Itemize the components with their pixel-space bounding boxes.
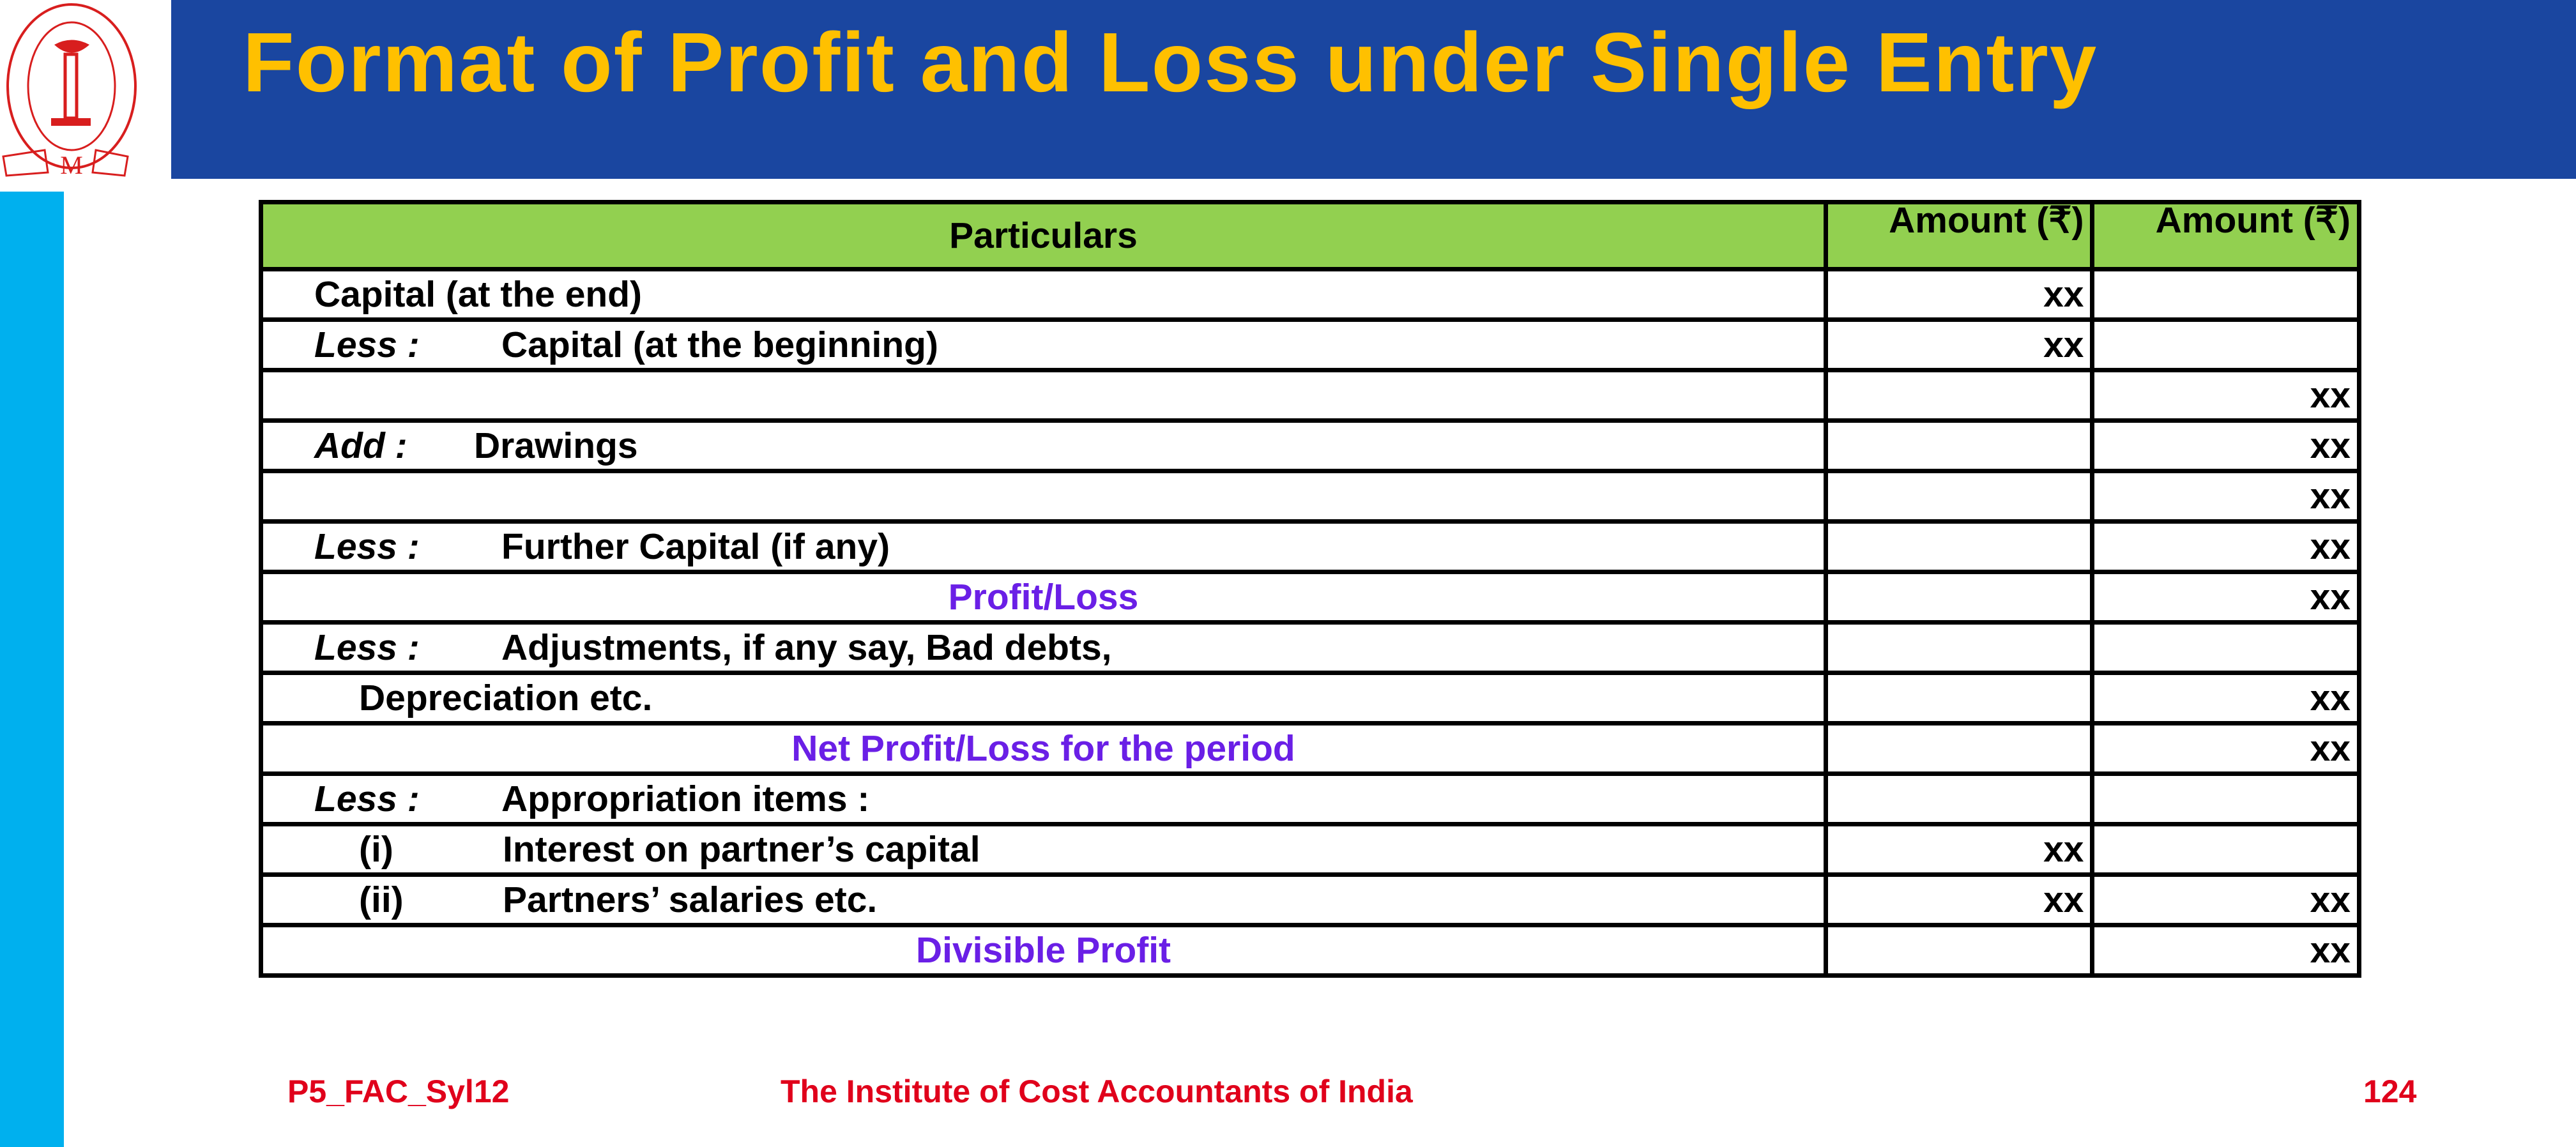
row-prefix: (i) (359, 829, 393, 870)
svg-text:M: M (60, 151, 83, 179)
particulars-cell: Less : Adjustments, if any say, Bad debts… (259, 620, 1828, 675)
amount-cell-2: xx (2090, 418, 2361, 473)
profit-loss-format-table: Particulars Amount (₹) Amount (₹) Capita… (259, 200, 2361, 978)
table-row: Depreciation etc. xx (259, 671, 2361, 725)
page-title: Format of Profit and Loss under Single E… (243, 15, 2098, 109)
particulars-cell: (ii) Partners’ salaries etc. (259, 872, 1828, 927)
amount-cell-2: xx (2090, 671, 2361, 725)
table-row: Less : Capital (at the beginning) xx (259, 317, 2361, 372)
table-row: xx (259, 469, 2361, 524)
table-row: Capital (at the end) xx (259, 267, 2361, 322)
row-text: Interest on partner’s capital (503, 829, 980, 870)
row-prefix: Add : (314, 425, 408, 466)
table-row: Less : Further Capital (if any) xx (259, 519, 2361, 574)
amount-cell-1 (1823, 923, 2095, 978)
footer-institute: The Institute of Cost Accountants of Ind… (781, 1074, 1413, 1109)
particulars-cell: Add : Drawings (259, 418, 1828, 473)
amount-cell-2 (2090, 822, 2361, 877)
particulars-cell: (i) Interest on partner’s capital (259, 822, 1828, 877)
particulars-cell: Divisible Profit (259, 923, 1828, 978)
particulars-cell: Less : Appropriation items : (259, 771, 1828, 826)
particulars-cell: Less : Capital (at the beginning) (259, 317, 1828, 372)
amount-cell-1 (1823, 671, 2095, 725)
table-row: (ii) Partners’ salaries etc. xx xx (259, 872, 2361, 927)
table-header-row: Particulars Amount (₹) Amount (₹) (259, 200, 2361, 271)
particulars-cell: Less : Further Capital (if any) (259, 519, 1828, 574)
table-row: Less : Appropriation items : (259, 771, 2361, 826)
row-prefix: Less : (314, 526, 420, 567)
amount-cell-1 (1823, 771, 2095, 826)
amount-cell-2 (2090, 317, 2361, 372)
amount-cell-1 (1823, 620, 2095, 675)
table-row: Less : Adjustments, if any say, Bad debts… (259, 620, 2361, 675)
amount-cell-2: xx (2090, 570, 2361, 625)
row-prefix: Less : (314, 324, 420, 365)
row-text: Divisible Profit (915, 930, 1171, 971)
row-prefix: (ii) (359, 879, 404, 920)
particulars-cell: Capital (at the end) (259, 267, 1828, 322)
amount-cell-1: xx (1823, 317, 2095, 372)
particulars-cell (259, 368, 1828, 423)
column-header-particulars: Particulars (259, 200, 1828, 271)
table-row: Profit/Loss xx (259, 570, 2361, 625)
row-text: Depreciation etc. (359, 678, 653, 718)
amount-cell-1: xx (1823, 267, 2095, 322)
amount-cell-2: xx (2090, 519, 2361, 574)
amount-cell-1 (1823, 570, 2095, 625)
amount-cell-2: xx (2090, 368, 2361, 423)
table-row: (i) Interest on partner’s capital xx (259, 822, 2361, 877)
row-text: Further Capital (if any) (501, 526, 890, 567)
row-prefix: Less : (314, 779, 420, 819)
row-text: Appropriation items : (501, 779, 870, 819)
amount-cell-2: xx (2090, 469, 2361, 524)
amount-cell-2: xx (2090, 923, 2361, 978)
particulars-cell (259, 469, 1828, 524)
amount-cell-2 (2090, 620, 2361, 675)
amount-cell-1 (1823, 721, 2095, 776)
particulars-cell: Profit/Loss (259, 570, 1828, 625)
row-text: Capital (at the beginning) (501, 324, 938, 365)
amount-cell-2: xx (2090, 872, 2361, 927)
amount-cell-1 (1823, 418, 2095, 473)
row-text: Partners’ salaries etc. (503, 879, 878, 920)
row-text: Adjustments, if any say, Bad debts, (501, 627, 1112, 668)
particulars-cell: Net Profit/Loss for the period (259, 721, 1828, 776)
amount-cell-1 (1823, 469, 2095, 524)
row-text: Profit/Loss (948, 577, 1139, 618)
table-row: Divisible Profit xx (259, 923, 2361, 978)
amount-cell-1: xx (1823, 872, 2095, 927)
table-row: xx (259, 368, 2361, 423)
table-row: Add : Drawings xx (259, 418, 2361, 473)
institute-logo: M (0, 0, 167, 179)
table-row: Net Profit/Loss for the period xx (259, 721, 2361, 776)
amount-cell-1 (1823, 368, 2095, 423)
row-text: Drawings (474, 425, 638, 466)
column-header-amount-1: Amount (₹) (1823, 200, 2095, 271)
footer-code: P5_FAC_Syl12 (287, 1074, 510, 1109)
row-prefix: Less : (314, 627, 420, 668)
amount-cell-1 (1823, 519, 2095, 574)
amount-cell-2: xx (2090, 721, 2361, 776)
row-text: Capital (at the end) (314, 274, 643, 315)
sidebar-accent-bar (0, 192, 64, 1147)
particulars-cell: Depreciation etc. (259, 671, 1828, 725)
amount-cell-2 (2090, 771, 2361, 826)
amount-cell-1: xx (1823, 822, 2095, 877)
title-banner: Format of Profit and Loss under Single E… (171, 0, 2576, 179)
row-text: Net Profit/Loss for the period (791, 728, 1295, 769)
amount-cell-2 (2090, 267, 2361, 322)
page-number: 124 (2363, 1074, 2417, 1109)
column-header-amount-2: Amount (₹) (2090, 200, 2361, 271)
